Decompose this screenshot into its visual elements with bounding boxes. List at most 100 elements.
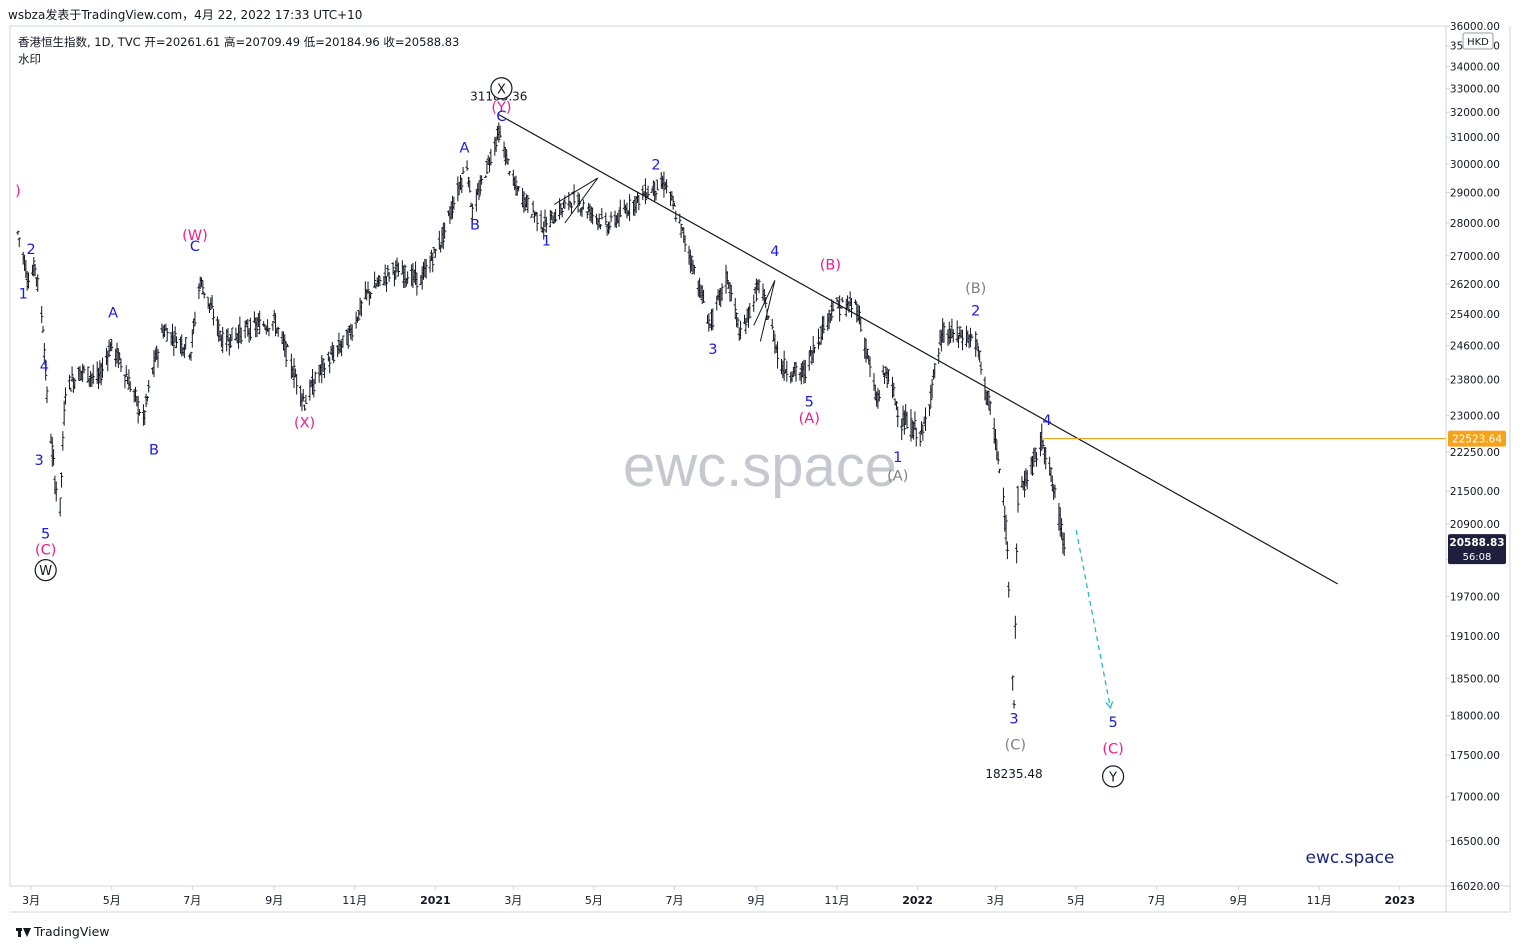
wave-label: ): [15, 183, 21, 199]
ohlc-bar: [913, 411, 917, 430]
ohlc-bar: [725, 271, 729, 285]
wave-label: 5: [41, 527, 50, 543]
last-price-label: 20588.83: [1449, 537, 1504, 549]
ohlc-bar: [363, 281, 367, 300]
ohlc-bar: [192, 318, 196, 334]
ohlc-bar: [498, 125, 502, 139]
ohlc-bar: [960, 329, 965, 351]
ohlc-bar: [301, 389, 305, 402]
ohlc-bar: [857, 305, 862, 325]
ohlc-bar: [849, 297, 854, 318]
ohlc-bar: [539, 210, 543, 230]
ohlc-bar: [100, 357, 105, 378]
ohlc-bar: [67, 374, 72, 390]
ohlc-bar: [441, 223, 445, 250]
wave-circle: [34, 559, 57, 582]
ohlc-bar: [1062, 532, 1066, 557]
price-tick-label: 24600.00: [1450, 341, 1500, 353]
ohlc-bar: [1059, 518, 1064, 539]
time-tick-label: 9月: [747, 894, 765, 907]
ohlc-bar: [905, 411, 909, 429]
ohlc-bar: [452, 196, 456, 210]
ohlc-bar: [1030, 455, 1035, 476]
ohlc-bar: [133, 386, 138, 402]
ohlc-bar: [145, 396, 149, 402]
watermark: ewc.space: [623, 434, 897, 499]
ohlc-bar: [921, 424, 925, 441]
ohlc-bar: [110, 338, 114, 352]
ohlc-bar: [637, 195, 641, 211]
ohlc-bar: [202, 291, 206, 299]
ohlc-bar: [41, 325, 45, 333]
price-tick-label: 16500.00: [1450, 836, 1500, 848]
ohlc-bar: [210, 295, 214, 309]
ohlc-bar: [526, 194, 530, 213]
ohlc-bar: [217, 319, 221, 342]
ohlc-bar: [86, 366, 90, 383]
ohlc-bar: [679, 223, 683, 238]
ohlc-bar: [794, 361, 798, 382]
ohlc-bar: [127, 369, 131, 390]
wave-label: 4: [770, 244, 779, 260]
time-tick-label: 3月: [22, 894, 40, 907]
ohlc-bar: [894, 400, 899, 411]
time-tick-label: 9月: [265, 894, 283, 907]
ohlc-bar: [803, 359, 807, 384]
wave-label: 5: [805, 394, 814, 410]
ohlc-bar: [489, 149, 493, 166]
price-tick-label: 27000.00: [1450, 251, 1500, 263]
price-tick-label: 18000.00: [1450, 711, 1500, 723]
ohlc-bar: [885, 367, 889, 389]
ohlc-bar: [258, 310, 262, 335]
ohlc-bar: [73, 378, 77, 390]
ohlc-bar: [598, 224, 603, 230]
wave-label-circled: W: [39, 564, 52, 579]
ohlc-bar: [748, 303, 752, 319]
time-tick-label: 11月: [824, 894, 849, 907]
price-tick-label: 29000.00: [1450, 187, 1500, 199]
wave-label: 1: [19, 287, 28, 303]
ohlc-bar: [958, 325, 962, 339]
ohlc-bar: [172, 334, 176, 356]
ohlc-bar: [1016, 485, 1020, 513]
ohlc-bar: [974, 331, 978, 357]
ohlc-bar: [26, 272, 31, 289]
ohlc-bar: [173, 326, 177, 343]
ohlc-bar: [211, 308, 216, 326]
ohlc-bar: [868, 356, 872, 378]
ohlc-bar: [811, 336, 815, 363]
watermark-toggle-label[interactable]: 水印: [18, 52, 41, 66]
ohlc-bar: [193, 311, 197, 326]
ohlc-bar: [692, 265, 696, 275]
ohlc-bar: [199, 277, 204, 288]
ohlc-bar: [655, 179, 659, 191]
ohlc-bar: [831, 300, 835, 312]
tradingview-brand[interactable]: TradingView: [16, 924, 110, 939]
ohlc-bar: [51, 449, 56, 466]
ohlc-bar: [683, 235, 687, 252]
ohlc-bar: [914, 427, 918, 447]
wave-label: C: [190, 239, 200, 255]
ohlc-bar: [997, 468, 1002, 474]
tradingview-logo-icon: [16, 927, 31, 937]
publish-info: wsbza发表于TradingView.com，4月 22, 2022 17:3…: [8, 8, 363, 22]
ohlc-bar: [970, 333, 974, 339]
ohlc-bar: [554, 209, 558, 223]
ohlc-bar: [1053, 484, 1057, 499]
ohlc-bar: [910, 419, 914, 439]
ohlc-bar: [461, 167, 465, 175]
ohlc-bar: [604, 212, 608, 226]
ohlc-bar: [147, 380, 151, 393]
wave-label: (A): [887, 468, 908, 484]
ohlc-bar: [107, 339, 111, 358]
level-price-label: 22523.64: [1452, 434, 1502, 446]
level-price-tag: [1448, 430, 1506, 447]
ohlc-bar: [470, 203, 474, 224]
wave-label: B: [470, 217, 480, 233]
time-tick-label: 5月: [1067, 894, 1085, 907]
ohlc-bar: [674, 210, 678, 222]
ohlc-bar: [128, 381, 132, 392]
price-tick-label: 26200.00: [1450, 279, 1500, 291]
wave-label: (B): [820, 258, 841, 274]
